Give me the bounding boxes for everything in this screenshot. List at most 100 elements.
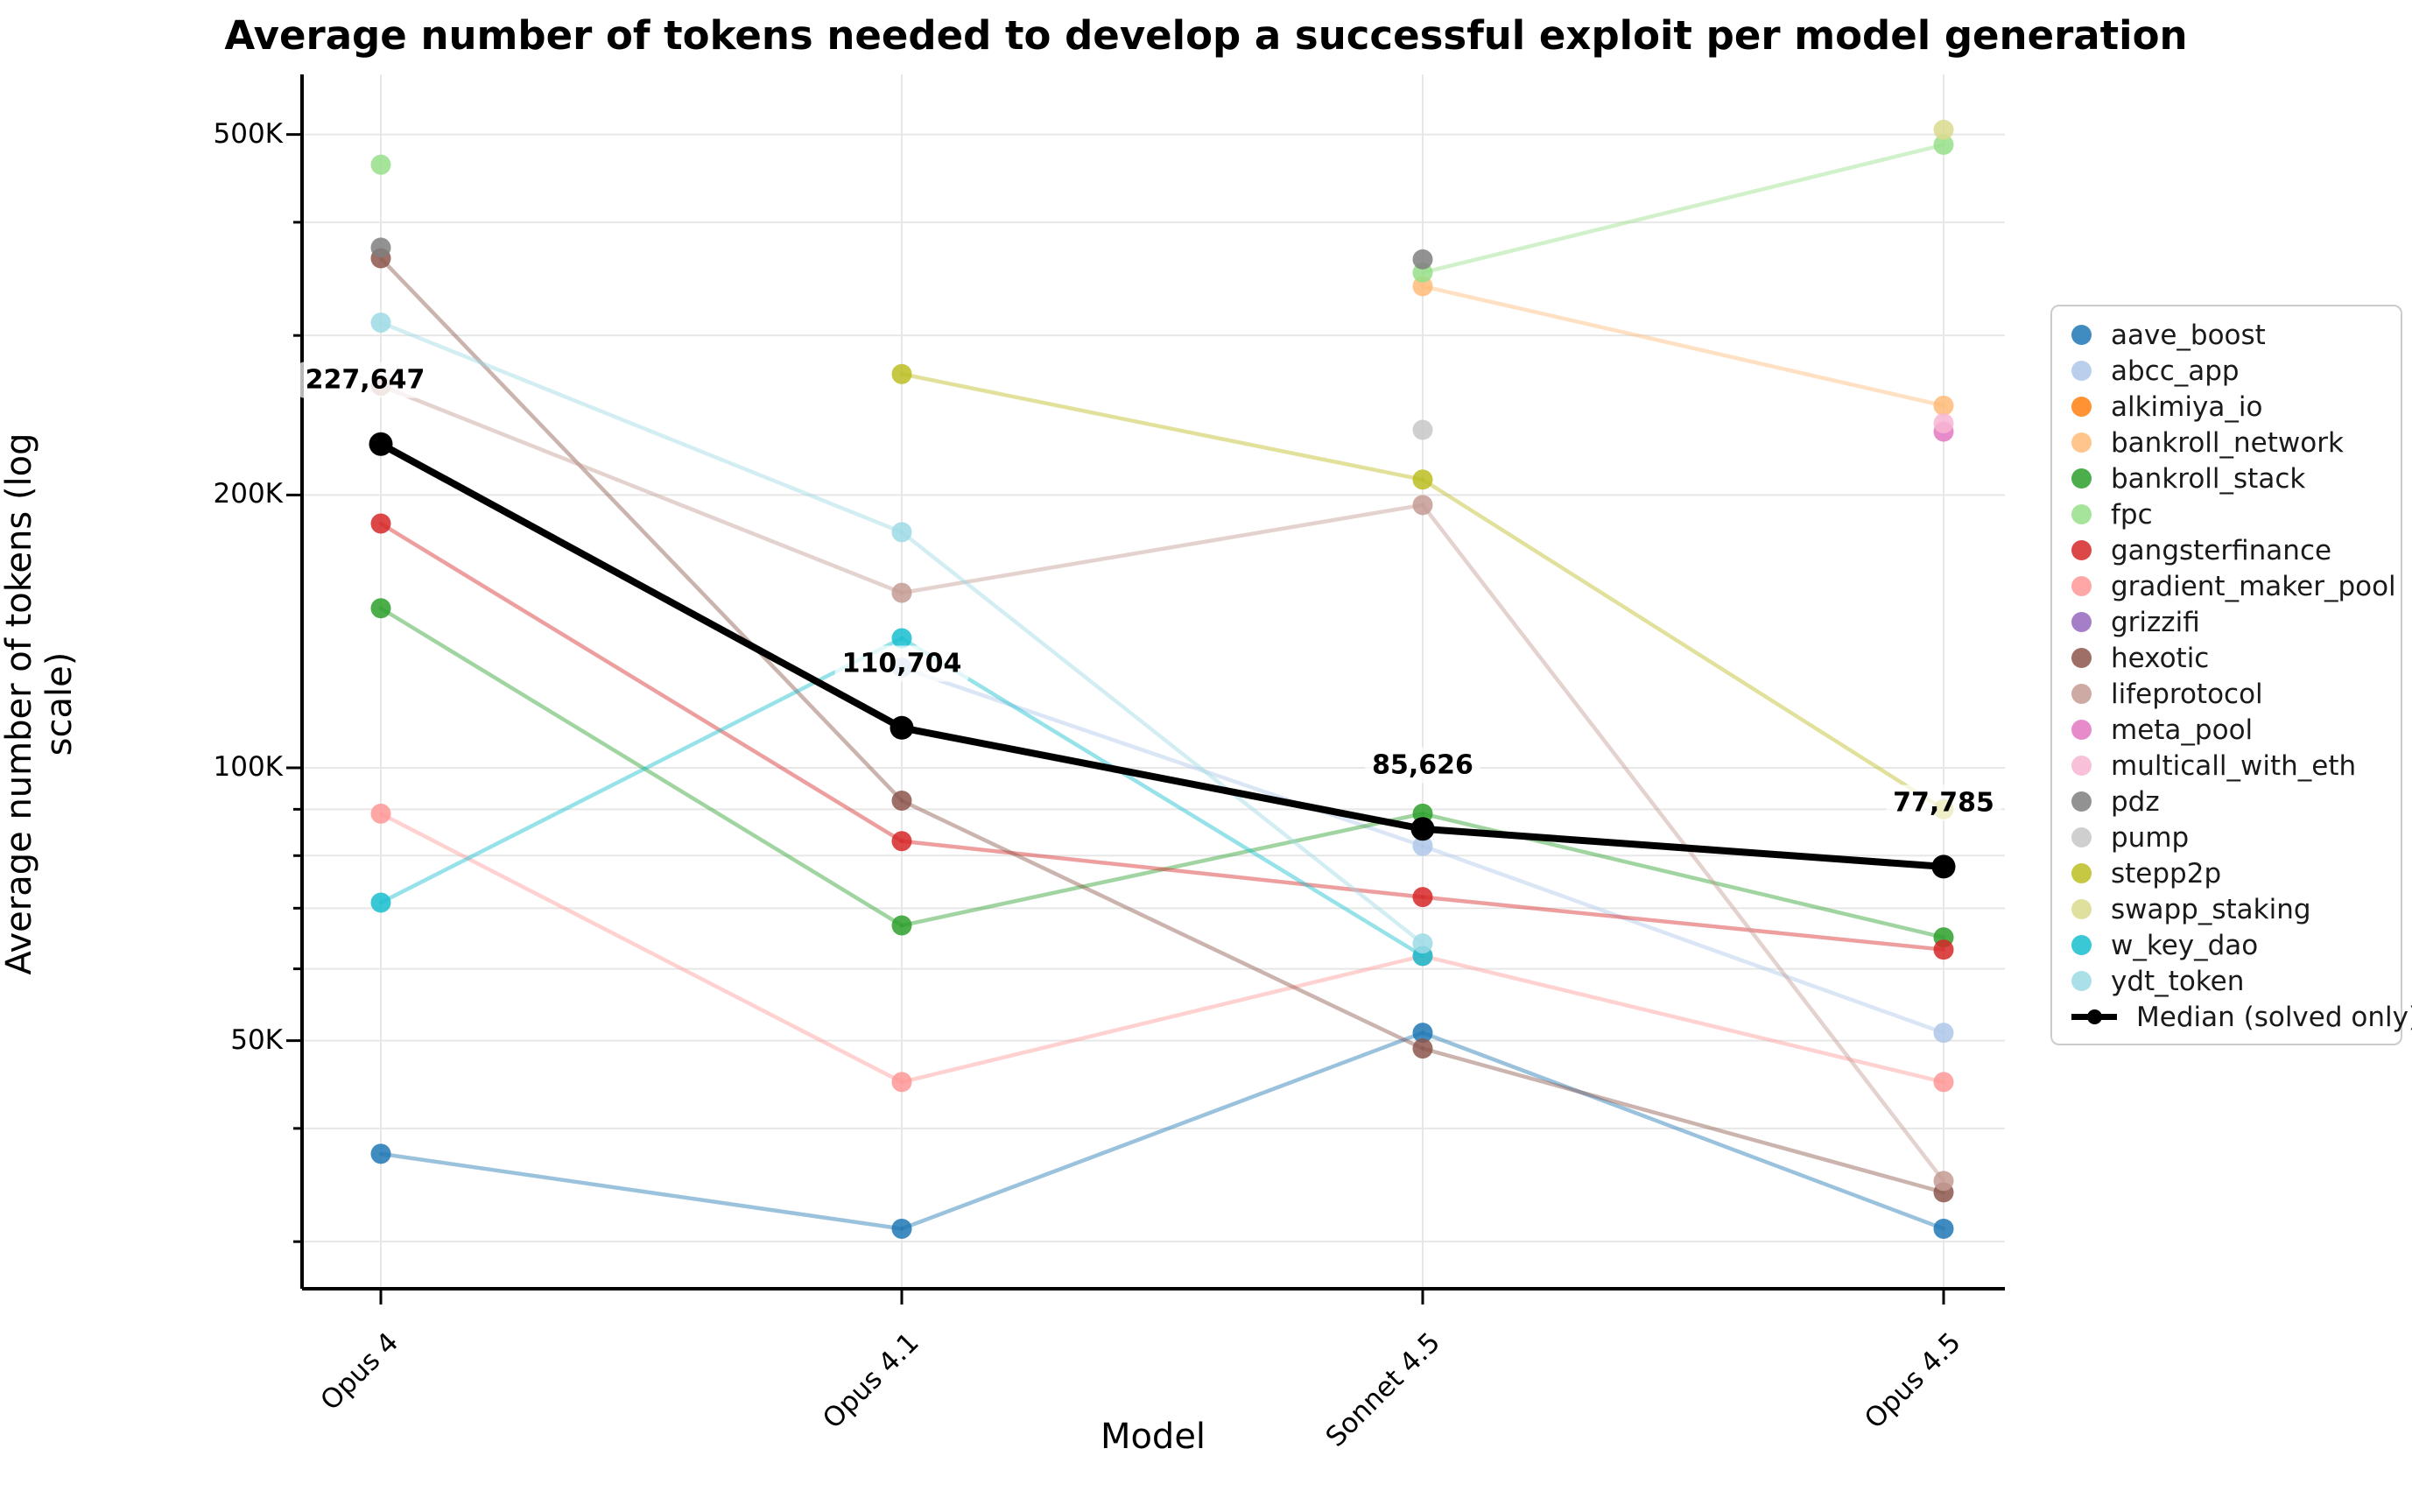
marker-lifeprotocol-1: [891, 582, 912, 603]
legend-label: hexotic: [2111, 642, 2210, 674]
legend-label: w_key_dao: [2111, 929, 2259, 961]
marker-lifeprotocol-3: [1933, 1171, 1954, 1192]
legend-item-bankroll_network: bankroll_network: [2052, 425, 2401, 461]
series-line-hexotic-2: [1420, 1046, 1946, 1195]
median-value-label-0: 227,647: [298, 362, 432, 398]
legend-swatch-fpc: [2071, 504, 2092, 524]
marker-aave_boost-1: [891, 1218, 912, 1239]
marker-gradient_maker_pool-1: [891, 1072, 912, 1093]
legend-label: grizzifi: [2111, 606, 2200, 638]
marker-pdz-0: [370, 237, 391, 258]
marker-hexotic-1: [891, 790, 912, 811]
series-line-gangsterfinance-1: [899, 839, 1425, 899]
legend: aave_boost abcc_app alkimiya_io bankroll_ne…: [2050, 305, 2412, 1045]
marker-aave_boost-2: [1412, 1023, 1433, 1044]
marker-fpc-0: [370, 154, 391, 175]
legend-label: lifeprotocol: [2111, 678, 2263, 710]
x-axis-label: Model: [1100, 1417, 1206, 1457]
series-line-aave_boost-0: [378, 1151, 904, 1231]
legend-swatch-lifeprotocol: [2071, 684, 2092, 704]
legend-label: swapp_staking: [2111, 893, 2311, 925]
median-value-label-1: 110,704: [834, 645, 969, 682]
legend-label: pdz: [2111, 785, 2160, 818]
series-line-hexotic-0: [378, 256, 904, 803]
marker-gangsterfinance-2: [1412, 887, 1433, 908]
legend-swatch-swapp_staking: [2071, 899, 2092, 919]
marker-gangsterfinance-0: [370, 513, 391, 534]
legend-swatch-pdz: [2071, 791, 2092, 812]
legend-swatch-ydt_token: [2071, 971, 2092, 991]
chart-title: Average number of tokens needed to devel…: [224, 12, 2188, 59]
marker-hexotic-2: [1412, 1038, 1433, 1059]
legend-item-swapp_staking: swapp_staking: [2052, 891, 2401, 927]
marker-Median (solved only)-3: [1931, 854, 1956, 879]
marker-ydt_token-0: [370, 312, 391, 333]
legend-swatch-grizzifi: [2071, 612, 2092, 632]
marker-abcc_app-2: [1412, 835, 1433, 856]
legend-item-meta_pool: meta_pool: [2052, 712, 2401, 748]
marker-gangsterfinance-3: [1933, 939, 1954, 960]
series-line-Median (solved only)-2: [1419, 825, 1947, 870]
marker-Median (solved only)-1: [890, 715, 914, 740]
legend-item-abcc_app: abcc_app: [2052, 353, 2401, 389]
legend-label: fpc: [2111, 498, 2153, 531]
legend-item-gradient_maker_pool: gradient_maker_pool: [2052, 568, 2401, 604]
legend-item-lifeprotocol: lifeprotocol: [2052, 676, 2401, 712]
series-line-bankroll_stack-0: [378, 606, 904, 928]
series-line-aave_boost-1: [899, 1030, 1425, 1231]
marker-multicall_with_eth-3: [1933, 412, 1954, 433]
marker-ydt_token-1: [891, 522, 912, 543]
series-line-hexotic-1: [899, 798, 1425, 1051]
legend-item-w_key_dao: w_key_dao: [2052, 927, 2401, 963]
legend-item-pump: pump: [2052, 819, 2401, 855]
marker-aave_boost-0: [370, 1143, 391, 1164]
legend-label: multicall_with_eth: [2111, 749, 2357, 782]
marker-stepp2p-1: [891, 363, 912, 384]
marker-w_key_dao-0: [370, 892, 391, 913]
legend-item-ydt_token: ydt_token: [2052, 963, 2401, 999]
legend-label: stepp2p: [2111, 857, 2222, 890]
series-line-lifeprotocol-2: [1420, 503, 1946, 1184]
legend-item-gangsterfinance: gangsterfinance: [2052, 532, 2401, 568]
y-tick-label-100K: 100K: [213, 751, 284, 783]
marker-gangsterfinance-1: [891, 831, 912, 852]
series-line-bankroll_stack-1: [899, 812, 1425, 928]
marker-stepp2p-2: [1412, 469, 1433, 490]
marker-lifeprotocol-2: [1412, 495, 1433, 516]
legend-swatch-pump: [2071, 827, 2092, 847]
median-value-label-3: 77,785: [1886, 784, 2001, 821]
series-line-stepp2p-2: [1420, 477, 1946, 812]
legend-swatch-gradient_maker_pool: [2071, 576, 2092, 596]
legend-swatch-gangsterfinance: [2071, 540, 2092, 560]
legend-swatch-aave_boost: [2071, 325, 2092, 345]
marker-Median (solved only)-0: [369, 432, 393, 456]
marker-bankroll_stack-1: [891, 915, 912, 936]
legend-item-stepp2p: stepp2p: [2052, 855, 2401, 891]
marker-fpc-3: [1933, 134, 1954, 155]
legend-item-hexotic: hexotic: [2052, 640, 2401, 676]
series-line-gradient_maker_pool-0: [378, 812, 904, 1085]
legend-label: Median (solved only): [2136, 1001, 2412, 1033]
y-tick-label-200K: 200K: [213, 478, 284, 510]
legend-item-fpc: fpc: [2052, 496, 2401, 532]
legend-label: bankroll_network: [2111, 426, 2344, 459]
series-line-abcc_app-1: [899, 665, 1425, 848]
series-line-gangsterfinance-2: [1420, 895, 1946, 952]
marker-pdz-2: [1412, 249, 1433, 270]
marker-ydt_token-2: [1412, 933, 1433, 954]
legend-swatch-bankroll_network: [2071, 433, 2092, 453]
legend-label: gangsterfinance: [2111, 534, 2332, 566]
legend-item-alkimiya_io: alkimiya_io: [2052, 389, 2401, 425]
series-line-stepp2p-1: [899, 371, 1425, 482]
legend-swatch-stepp2p: [2071, 863, 2092, 883]
legend-item-median: Median (solved only): [2052, 999, 2412, 1035]
series-line-gradient_maker_pool-1: [899, 953, 1425, 1085]
y-tick-label-50K: 50K: [230, 1023, 283, 1056]
series-line-ydt_token-0: [378, 320, 904, 535]
legend-label: meta_pool: [2111, 714, 2254, 746]
marker-w_key_dao-1: [891, 628, 912, 649]
legend-item-bankroll_stack: bankroll_stack: [2052, 461, 2401, 496]
series-line-lifeprotocol-1: [899, 503, 1425, 595]
legend-swatch-w_key_dao: [2071, 935, 2092, 955]
